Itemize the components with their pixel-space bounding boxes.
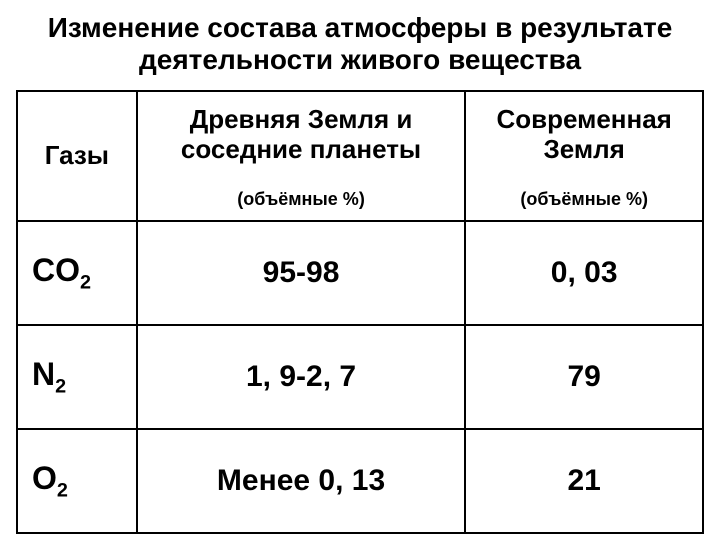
slide-title: Изменение состава атмосферы в результате… [16, 12, 704, 76]
col-header-modern: Современная Земля [465, 91, 703, 178]
cell-ancient: 1, 9-2, 7 [137, 325, 466, 429]
cell-gas: O2 [17, 429, 137, 533]
table-row: O2 Менее 0, 13 21 [17, 429, 703, 533]
col-subheader-ancient: (объёмные %) [137, 178, 466, 221]
cell-modern: 79 [465, 325, 703, 429]
cell-ancient: Менее 0, 13 [137, 429, 466, 533]
table-row: N2 1, 9-2, 7 79 [17, 325, 703, 429]
cell-ancient: 95-98 [137, 221, 466, 325]
col-header-ancient: Древняя Земля и соседние планеты [137, 91, 466, 178]
table-header-row: Газы Древняя Земля и соседние планеты Со… [17, 91, 703, 178]
cell-gas: N2 [17, 325, 137, 429]
cell-gas: CO2 [17, 221, 137, 325]
table-row: CO2 95-98 0, 03 [17, 221, 703, 325]
atmosphere-table: Газы Древняя Земля и соседние планеты Со… [16, 90, 704, 534]
slide: Изменение состава атмосферы в результате… [0, 0, 720, 540]
cell-modern: 21 [465, 429, 703, 533]
col-header-gas: Газы [17, 91, 137, 221]
col-subheader-modern: (объёмные %) [465, 178, 703, 221]
cell-modern: 0, 03 [465, 221, 703, 325]
